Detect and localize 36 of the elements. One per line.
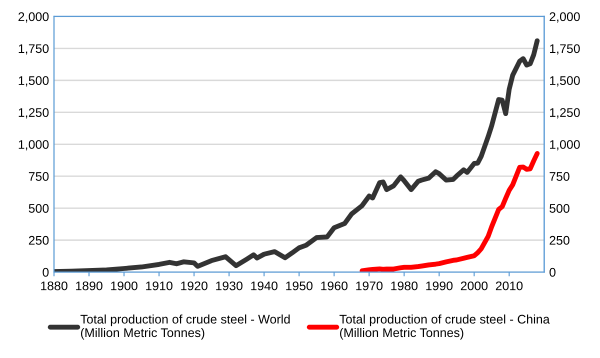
y-tick-label: 1,250	[18, 108, 49, 118]
y2-tick-label: 2,000	[550, 12, 580, 23]
y2-tick-label: 250	[550, 236, 570, 245]
y2-tick-label: 1,000	[550, 140, 580, 150]
y-tick-label: 1,500	[18, 76, 49, 86]
line-series	[360, 151, 540, 272]
legend-label: Total production of crude steel - China (Million Metric Tonnes)	[340, 314, 550, 340]
y-tick-label: 500	[28, 204, 49, 213]
y2-tick-label: 750	[550, 172, 570, 181]
legend-label: Total production of crude steel - World (Million Metric Tonnes)	[80, 314, 290, 340]
y-tick-label: 0	[42, 268, 49, 277]
x-tick-label: 1920	[181, 281, 208, 290]
x-tick-label: 1930	[216, 281, 242, 290]
x-tick-label: 1970	[356, 281, 383, 290]
y-tick-label: 750	[28, 172, 49, 181]
x-tick-label: 2010	[496, 281, 523, 290]
x-tick-label: 1910	[146, 281, 172, 290]
x-tick-label: 1990	[426, 281, 453, 290]
y2-tick-label: 1,250	[550, 108, 580, 118]
x-tick-label: 1880	[41, 281, 68, 290]
x-tick-label: 1890	[76, 281, 102, 290]
y-tick-label: 250	[28, 236, 49, 245]
x-tick-label: 1980	[391, 281, 418, 290]
y2-tick-label: 1,500	[550, 76, 580, 86]
x-tick-label: 1900	[111, 281, 138, 290]
y2-tick-label: 500	[550, 204, 570, 213]
y-tick-label: 1,000	[18, 140, 49, 150]
x-tick-label: 2000	[460, 281, 488, 290]
y2-tick-label: 0	[550, 268, 556, 277]
y-tick-label: 2,000	[18, 12, 49, 23]
y-tick-label: 1,750	[18, 44, 49, 55]
x-tick-label: 1960	[321, 281, 348, 290]
y2-tick-label: 1,750	[550, 44, 580, 55]
x-tick-label: 1940	[251, 281, 278, 290]
line-series	[54, 38, 540, 272]
x-tick-label: 1950	[286, 281, 313, 290]
